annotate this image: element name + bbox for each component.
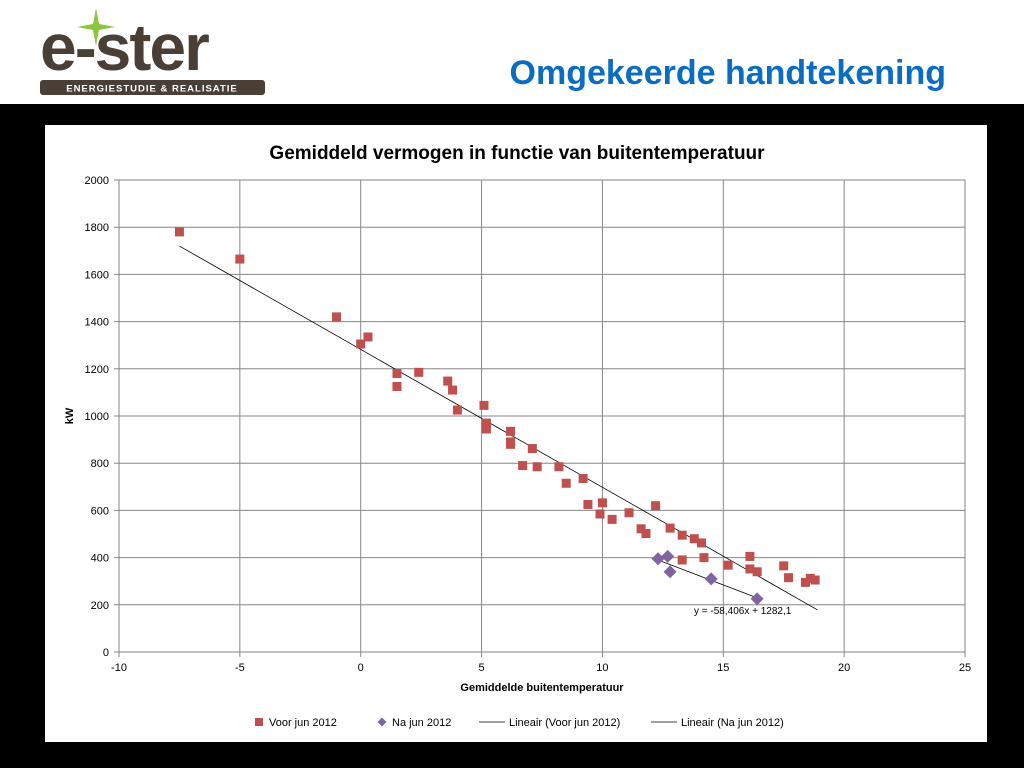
x-tick-label: 0 xyxy=(358,662,364,674)
trendline-voor xyxy=(179,245,818,611)
point-voor-jun-2012 xyxy=(779,561,789,571)
y-axis-title: kW xyxy=(64,407,76,424)
point-voor-jun-2012 xyxy=(745,551,755,561)
tick-labels: -10 -5 0 5 10 15 20 25 0 200 400 600 800 1000 1200 1400… xyxy=(85,175,972,674)
point-voor-jun-2012 xyxy=(665,523,675,533)
legend-label: Voor jun 2012 xyxy=(269,717,337,729)
point-voor-jun-2012 xyxy=(800,577,810,587)
x-tick-label: -5 xyxy=(235,662,245,674)
point-voor-jun-2012 xyxy=(527,444,537,454)
point-voor-jun-2012 xyxy=(443,376,453,386)
chart-legend: Voor jun 2012 Na jun 2012 Lineair (Voor ju… xyxy=(255,717,784,729)
slide-header: e-ster ENERGIESTUDIE & REALISATIE Omgeke… xyxy=(0,0,1024,104)
scatter-chart: Gemiddeld vermogen in functie van buiten… xyxy=(64,143,972,729)
legend-label: Lineair (Voor jun 2012) xyxy=(509,717,620,729)
point-voor-jun-2012 xyxy=(554,462,564,472)
y-tick-label: 2000 xyxy=(85,175,109,187)
point-voor-jun-2012 xyxy=(745,564,755,574)
x-tick-label: 25 xyxy=(959,662,971,674)
y-tick-label: 1400 xyxy=(85,317,109,329)
point-voor-jun-2012 xyxy=(636,524,646,534)
point-voor-jun-2012 xyxy=(561,478,571,488)
legend-label: Na jun 2012 xyxy=(392,717,451,729)
chart-title: Gemiddeld vermogen in functie van buiten… xyxy=(269,143,765,164)
point-voor-jun-2012 xyxy=(481,424,491,434)
data-points xyxy=(174,227,820,606)
point-voor-jun-2012 xyxy=(356,339,366,349)
logo-wordmark: e-ster xyxy=(40,10,209,84)
x-tick-label: 5 xyxy=(479,662,485,674)
logo-star-icon xyxy=(77,8,115,46)
point-voor-jun-2012 xyxy=(518,461,528,471)
point-voor-jun-2012 xyxy=(641,529,651,539)
x-tick-label: 10 xyxy=(596,662,608,674)
point-voor-jun-2012 xyxy=(578,474,588,484)
slide-title: Omgekeerde handtekening xyxy=(509,54,946,92)
x-tick-label: 15 xyxy=(717,662,729,674)
point-voor-jun-2012 xyxy=(174,227,184,237)
point-voor-jun-2012 xyxy=(651,501,661,511)
point-voor-jun-2012 xyxy=(583,500,593,509)
gridlines xyxy=(114,179,966,657)
point-voor-jun-2012 xyxy=(810,575,820,585)
y-tick-label: 0 xyxy=(103,647,109,659)
point-voor-jun-2012 xyxy=(784,573,794,583)
point-voor-jun-2012 xyxy=(452,405,462,415)
y-tick-label: 600 xyxy=(91,505,109,517)
point-voor-jun-2012 xyxy=(699,553,709,563)
point-voor-jun-2012 xyxy=(479,400,489,410)
point-voor-jun-2012 xyxy=(481,418,491,428)
logo-tagline-bar xyxy=(40,80,265,95)
legend-marker-square xyxy=(255,718,263,726)
point-voor-jun-2012 xyxy=(677,555,687,565)
trendlines xyxy=(179,245,818,611)
point-voor-jun-2012 xyxy=(723,560,733,570)
e-ster-logo: e-ster ENERGIESTUDIE & REALISATIE xyxy=(40,8,265,95)
point-voor-jun-2012 xyxy=(697,538,707,548)
point-voor-jun-2012 xyxy=(607,514,617,524)
x-axis-title: Gemiddelde buitentemperatuur xyxy=(460,682,624,694)
point-voor-jun-2012 xyxy=(392,369,402,379)
point-voor-jun-2012 xyxy=(752,567,762,577)
point-voor-jun-2012 xyxy=(506,426,516,436)
x-tick-label: -10 xyxy=(111,662,127,674)
chart-container: Gemiddeld vermogen in functie van buiten… xyxy=(45,125,987,742)
y-tick-label: 800 xyxy=(91,458,109,470)
point-voor-jun-2012 xyxy=(506,439,516,449)
point-voor-jun-2012 xyxy=(677,530,687,540)
point-voor-jun-2012 xyxy=(332,312,342,322)
legend-label: Lineair (Na jun 2012) xyxy=(681,717,784,729)
point-voor-jun-2012 xyxy=(392,382,402,391)
point-voor-jun-2012 xyxy=(235,254,245,264)
point-voor-jun-2012 xyxy=(414,367,424,377)
point-na-jun-2012 xyxy=(704,572,718,586)
legend-marker-diamond xyxy=(377,717,387,727)
y-tick-label: 200 xyxy=(91,600,109,612)
point-voor-jun-2012 xyxy=(597,498,607,508)
point-na-jun-2012 xyxy=(661,549,675,563)
x-tick-label: 20 xyxy=(838,662,850,674)
point-voor-jun-2012 xyxy=(805,573,815,583)
y-tick-label: 1200 xyxy=(85,364,109,376)
point-na-jun-2012 xyxy=(651,552,665,566)
point-voor-jun-2012 xyxy=(689,534,699,544)
point-na-jun-2012 xyxy=(663,565,677,579)
point-na-jun-2012 xyxy=(750,592,764,606)
point-voor-jun-2012 xyxy=(363,332,373,342)
point-voor-jun-2012 xyxy=(624,508,634,518)
y-tick-label: 400 xyxy=(91,553,109,565)
logo-tagline: ENERGIESTUDIE & REALISATIE xyxy=(66,84,238,95)
y-tick-label: 1000 xyxy=(85,411,109,423)
point-voor-jun-2012 xyxy=(595,509,605,519)
point-voor-jun-2012 xyxy=(532,462,542,472)
point-voor-jun-2012 xyxy=(448,385,458,395)
y-tick-label: 1800 xyxy=(85,222,109,234)
y-tick-label: 1600 xyxy=(85,269,109,281)
trendline-equation: y = -58,406x + 1282,1 xyxy=(694,606,792,617)
